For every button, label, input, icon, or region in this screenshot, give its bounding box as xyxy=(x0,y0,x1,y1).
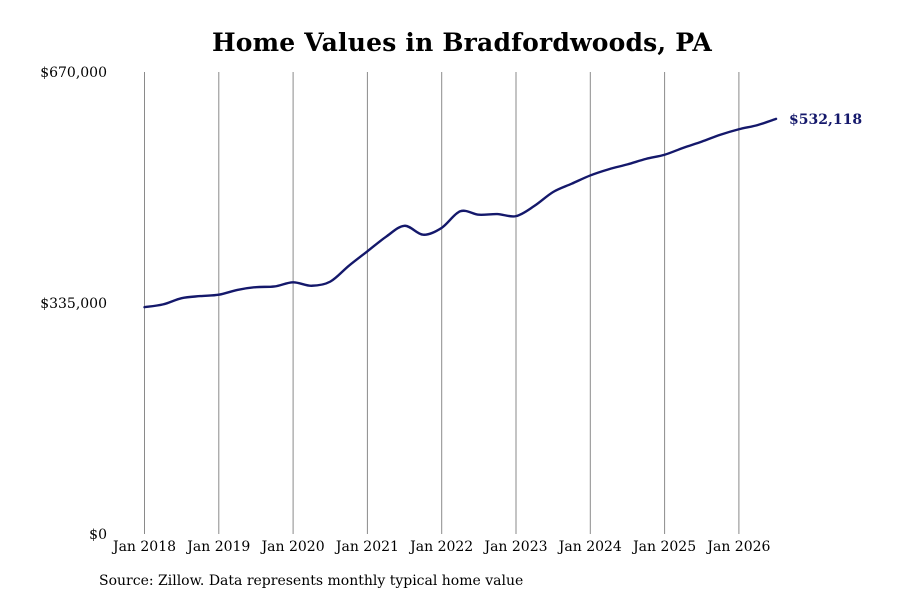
x-tick-label: Jan 2023 xyxy=(482,539,547,555)
x-tick-label: Jan 2018 xyxy=(111,539,176,555)
x-axis-ticks: Jan 2018 Jan 2019 Jan 2020 Jan 2021 Jan 2022… xyxy=(111,539,771,555)
y-tick-label: $335,000 xyxy=(40,296,107,312)
x-tick-label: Jan 2025 xyxy=(631,539,696,555)
source-note: Source: Zillow. Data represents monthly … xyxy=(99,573,524,589)
y-tick-label: $670,000 xyxy=(40,65,107,81)
chart-title: Home Values in Bradfordwoods, PA xyxy=(211,28,713,57)
home-value-line xyxy=(143,117,778,309)
x-tick-label: Jan 2026 xyxy=(705,539,770,555)
y-tick-label: $0 xyxy=(89,527,107,543)
x-tick-label: Jan 2024 xyxy=(557,539,622,555)
x-tick-label: Jan 2019 xyxy=(185,539,250,555)
x-tick-label: Jan 2021 xyxy=(334,539,399,555)
x-tick-label: Jan 2022 xyxy=(408,539,473,555)
x-tick-label: Jan 2020 xyxy=(260,539,325,555)
end-value-label: $532,118 xyxy=(789,112,862,128)
y-axis-ticks: $670,000 $335,000 $0 xyxy=(40,65,107,543)
grid-layer xyxy=(144,72,740,534)
